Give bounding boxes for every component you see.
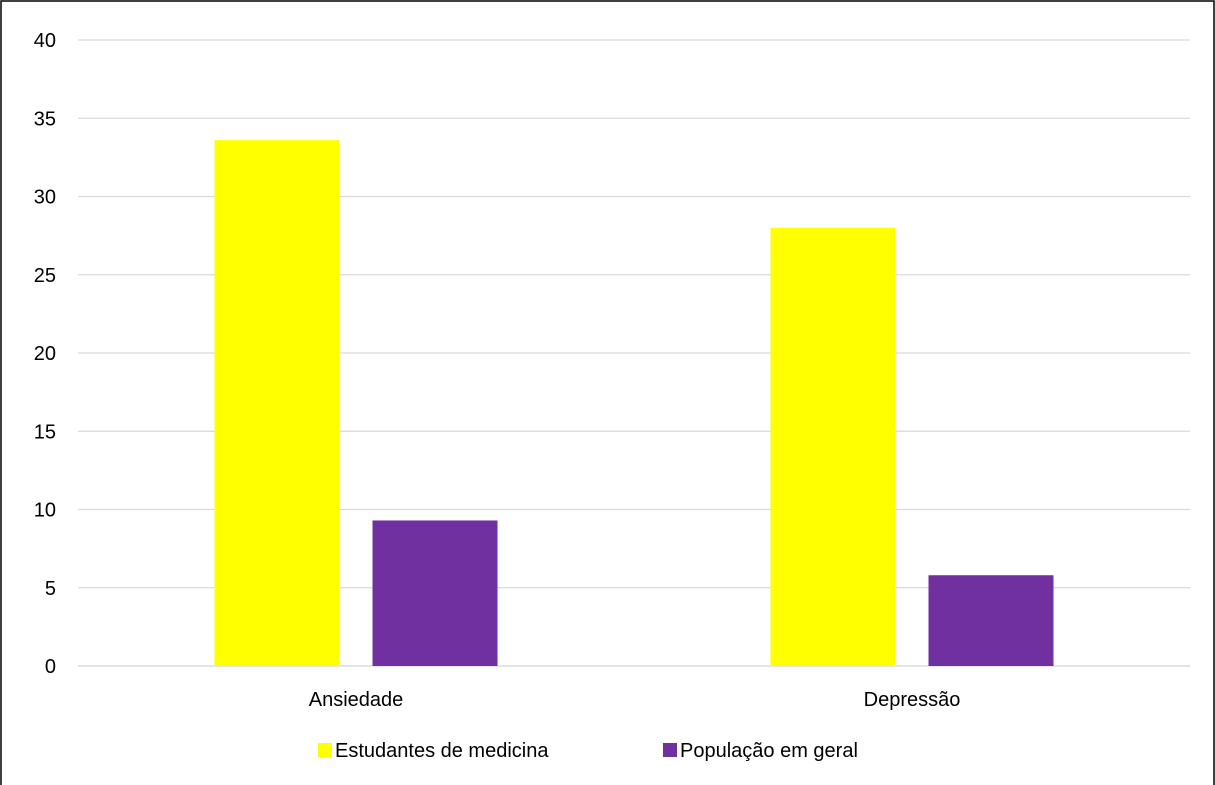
y-tick-label: 40 bbox=[34, 30, 56, 52]
legend-swatch-1 bbox=[663, 743, 677, 757]
x-axis-categories: Ansiedade Depressão bbox=[309, 689, 961, 711]
legend-label-0: Estudantes de medicina bbox=[335, 740, 549, 762]
x-category-label: Depressão bbox=[864, 689, 961, 711]
bar-1-1 bbox=[928, 575, 1054, 666]
y-tick-label: 5 bbox=[45, 578, 56, 600]
y-tick-label: 20 bbox=[34, 343, 56, 365]
y-tick-label: 30 bbox=[34, 187, 56, 209]
bar-0-0 bbox=[214, 140, 340, 666]
legend-swatch-0 bbox=[318, 743, 332, 757]
bar-1-0 bbox=[770, 227, 896, 667]
x-category-label: Ansiedade bbox=[309, 689, 404, 711]
y-tick-label: 0 bbox=[45, 656, 56, 678]
bars bbox=[214, 140, 1054, 667]
y-tick-label: 15 bbox=[34, 421, 56, 443]
y-axis-ticks: 0 5 10 15 20 25 30 35 40 bbox=[34, 30, 56, 678]
legend: Estudantes de medicina População em geral bbox=[318, 740, 858, 762]
y-tick-label: 10 bbox=[34, 500, 56, 522]
legend-label-1: População em geral bbox=[680, 740, 858, 762]
y-tick-label: 25 bbox=[34, 265, 56, 287]
bar-0-1 bbox=[372, 520, 498, 666]
y-tick-label: 35 bbox=[34, 108, 56, 130]
